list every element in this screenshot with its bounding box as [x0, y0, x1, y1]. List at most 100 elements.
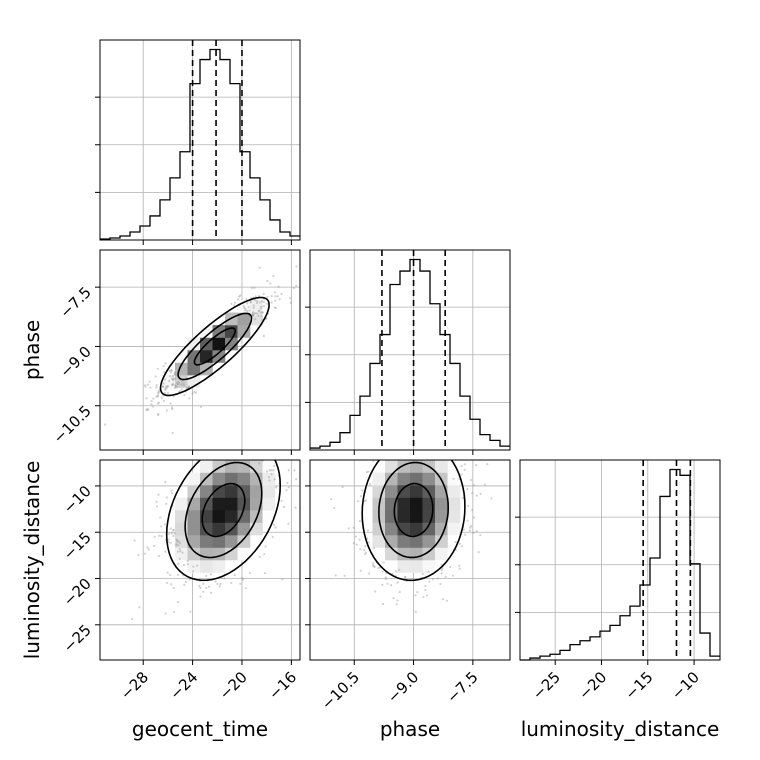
- scatter-point: [472, 531, 475, 534]
- scatter-point: [261, 310, 264, 314]
- scatter-points: [104, 265, 298, 434]
- scatter-point: [289, 296, 292, 300]
- scatter-point: [244, 307, 247, 310]
- scatter-point: [169, 527, 172, 530]
- hist-bin: [470, 419, 480, 450]
- scatter-point: [463, 463, 467, 466]
- scatter-point: [157, 493, 160, 496]
- scatter-point: [358, 520, 362, 523]
- scatter-point: [263, 572, 267, 575]
- density-cell: [422, 560, 436, 573]
- scatter-point: [250, 286, 254, 289]
- scatter-point: [173, 371, 176, 374]
- density-cell: [175, 547, 188, 561]
- scatter-point: [441, 598, 445, 601]
- scatter-point: [273, 306, 276, 309]
- scatter-point: [182, 384, 186, 387]
- scatter-point: [266, 279, 269, 283]
- hist-bin: [250, 178, 260, 240]
- hist-geocent-time-panel: [95, 39, 301, 245]
- scatter-point: [171, 378, 175, 381]
- scatter-point: [184, 580, 188, 583]
- density-cell: [237, 547, 251, 561]
- scatter-point: [170, 368, 173, 372]
- scatter-point: [196, 564, 199, 567]
- scatter-point: [177, 381, 181, 384]
- scatter-point: [359, 569, 362, 572]
- density-cell: [385, 560, 398, 573]
- scatter-point: [460, 473, 463, 476]
- scatter-point: [173, 532, 176, 535]
- scatter-point: [186, 563, 189, 566]
- scatter-point: [463, 468, 466, 471]
- scatter-point: [392, 597, 395, 600]
- scatter-point: [163, 378, 166, 381]
- scatter-point: [242, 304, 245, 308]
- scatter-point: [258, 309, 261, 312]
- scatter-point: [233, 301, 237, 304]
- density-cell: [447, 510, 461, 523]
- hist-bin: [560, 650, 570, 660]
- density-cell: [422, 547, 436, 561]
- scatter-point: [285, 489, 288, 492]
- scatter-point: [261, 311, 264, 314]
- density-cell: [237, 510, 251, 523]
- scatter-point: [199, 586, 202, 590]
- scatter-point: [425, 594, 429, 597]
- density-cell: [410, 547, 423, 561]
- scatter-point: [245, 298, 248, 301]
- density-cell: [212, 485, 226, 498]
- scatter-point: [164, 612, 167, 615]
- hist-bin: [120, 236, 130, 240]
- scatter-point: [193, 390, 196, 394]
- scatter-point: [176, 540, 179, 543]
- scatter-point: [177, 600, 180, 604]
- scatter-point: [170, 492, 174, 495]
- scatter-point: [155, 386, 158, 389]
- density-cell: [385, 485, 398, 498]
- scatter-point: [440, 563, 443, 566]
- scatter-point: [261, 318, 264, 321]
- scatter-point: [207, 585, 211, 588]
- scatter-point: [364, 545, 367, 548]
- scatter-point: [460, 464, 463, 468]
- density-cell: [397, 460, 411, 473]
- axes-frame: [309, 459, 511, 661]
- hist-bin: [160, 200, 170, 240]
- scatter-point: [176, 539, 179, 542]
- hist-bin: [170, 178, 180, 240]
- scatter-point: [414, 594, 417, 597]
- scatter-point: [157, 413, 160, 416]
- contour-level-3: [159, 296, 270, 397]
- density-cell: [175, 375, 188, 388]
- scatter-point: [187, 385, 190, 388]
- scatter-point: [191, 392, 194, 395]
- scatter-point: [273, 464, 276, 467]
- hist-bin: [610, 625, 620, 660]
- scatter-point: [233, 574, 236, 577]
- hist-bin: [670, 470, 680, 660]
- axes-frame: [99, 459, 301, 661]
- scatter-point: [239, 582, 242, 585]
- scatter-point: [259, 307, 262, 310]
- scatter-point: [166, 385, 169, 388]
- scatter-point: [258, 301, 262, 304]
- scatter-point: [363, 548, 366, 552]
- hist-bin: [550, 654, 560, 660]
- scatter-point: [461, 545, 464, 548]
- scatter-point: [471, 508, 474, 512]
- scatter-point: [171, 383, 174, 386]
- scatter-point: [414, 610, 417, 613]
- density-cell: [212, 522, 226, 536]
- scatter-point: [167, 538, 170, 541]
- scatter-point: [254, 299, 257, 302]
- scatter-point: [186, 559, 189, 562]
- scatter-point: [341, 485, 344, 489]
- contour-level-2: [378, 461, 450, 559]
- scatter-point: [396, 581, 399, 584]
- scatter-point: [170, 532, 174, 535]
- hist-bin: [370, 363, 380, 450]
- scatter-point: [466, 519, 469, 522]
- scatter-point: [281, 578, 284, 581]
- hist-bin: [590, 637, 600, 660]
